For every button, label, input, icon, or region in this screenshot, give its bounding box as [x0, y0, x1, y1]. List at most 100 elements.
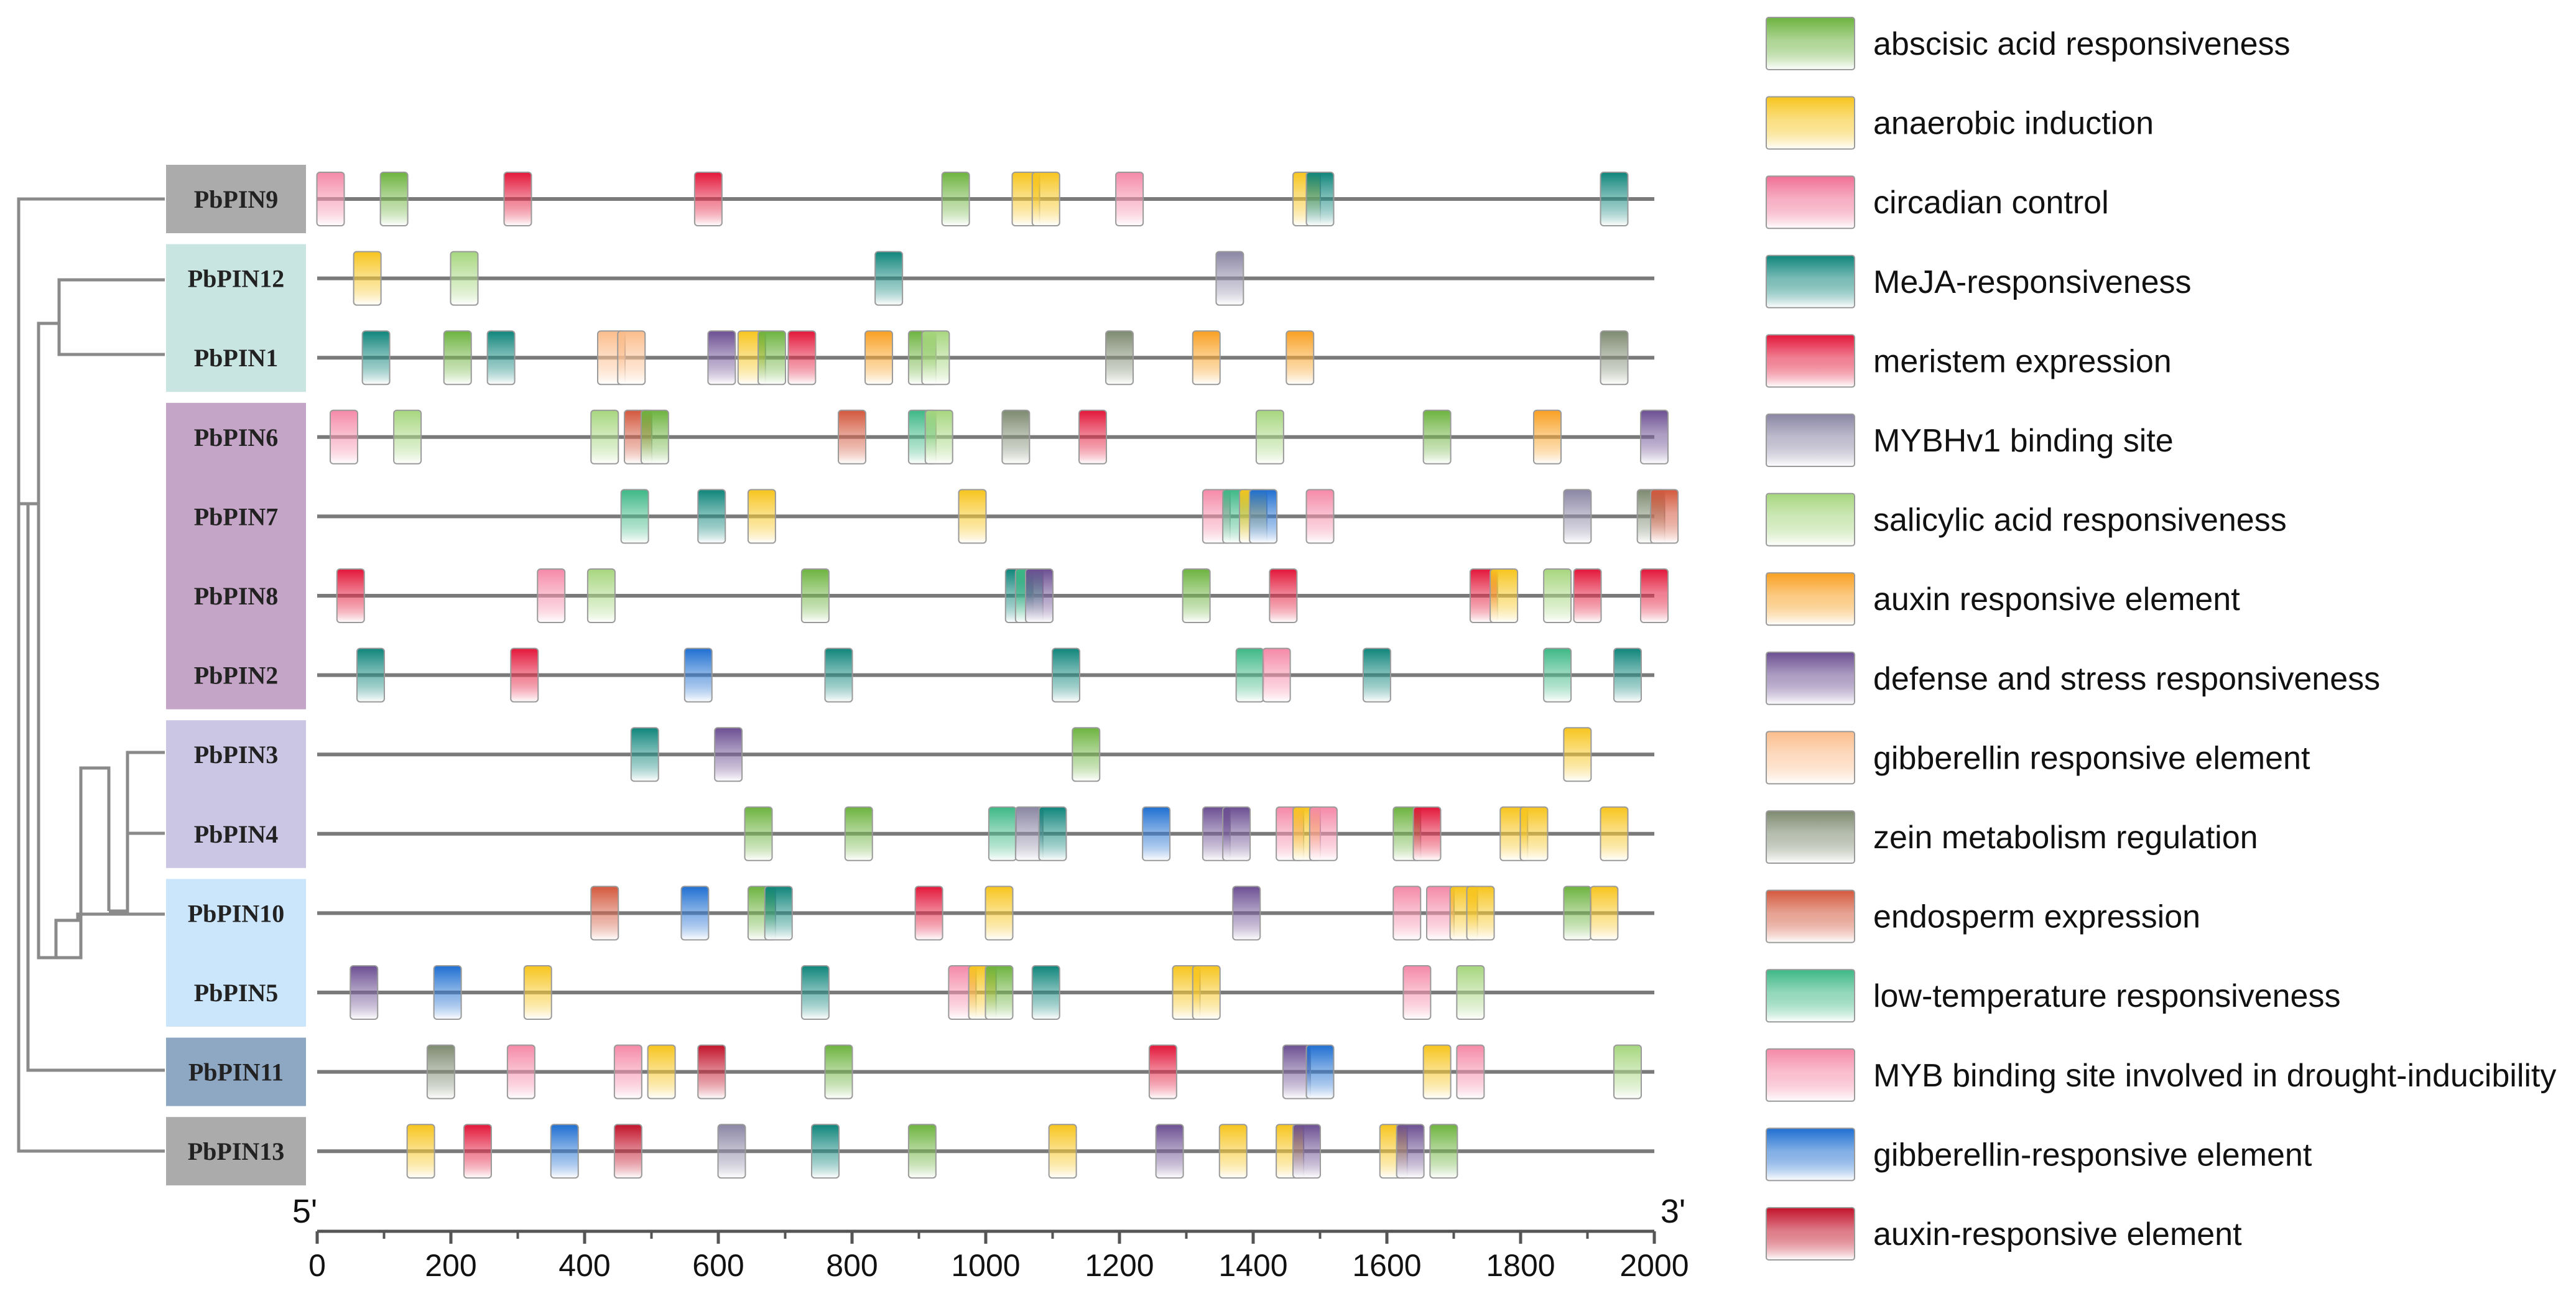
- element-meristem: [787, 330, 817, 386]
- gene-row-pbpin8: PbPIN8: [194, 568, 1669, 623]
- gene-label-pbpin4: PbPIN4: [194, 820, 279, 848]
- legend-item-lowtemp: low-temperature responsiveness: [1766, 969, 2340, 1023]
- element-auxin: [864, 330, 893, 386]
- element-meristem: [1412, 806, 1442, 861]
- clade-box-pbpin12-pbpin1: [166, 244, 306, 392]
- gene-label-pbpin1: PbPIN1: [194, 344, 279, 372]
- gene-row-pbpin9: PbPIN9: [194, 172, 1654, 226]
- element-gib2: [683, 647, 713, 703]
- element-myb: [1305, 489, 1335, 544]
- element-salicylic: [393, 409, 422, 465]
- element-abscisic: [941, 172, 970, 226]
- legend-item-gib2: gibberellin-responsive element: [1766, 1127, 2312, 1182]
- element-myb: [1115, 172, 1144, 226]
- element-myb: [1262, 647, 1291, 703]
- element-salicylic: [921, 330, 950, 386]
- position-axis: 0 200 400 600 800 1000 1200 1400 1600 1800 2000 5' 3…: [292, 1193, 1689, 1283]
- element-auxin: [1286, 330, 1315, 386]
- element-anaerobic: [1590, 886, 1619, 941]
- gene-row-pbpin13: PbPIN13: [188, 1124, 1654, 1179]
- legend-swatch: [1766, 175, 1855, 229]
- element-meristem: [510, 647, 539, 703]
- element-lowtemp: [988, 806, 1017, 861]
- element-anaerobic: [1466, 886, 1495, 941]
- tick-label: 600: [692, 1248, 744, 1283]
- element-defense: [1640, 409, 1669, 465]
- element-anaerobic: [747, 489, 776, 544]
- legend-swatch: [1766, 493, 1855, 547]
- legend-item-auxin: auxin responsive element: [1766, 572, 2240, 626]
- tick-label: 2000: [1619, 1248, 1689, 1283]
- gene-label-boxes: [166, 165, 306, 1186]
- element-abscisic: [443, 330, 472, 386]
- element-myb: [330, 409, 358, 465]
- element-salicylic: [590, 409, 619, 465]
- five-prime-label: 5': [292, 1193, 317, 1230]
- element-salicylic: [1255, 409, 1284, 465]
- gene-rows: PbPIN9 PbPIN12 PbPIN1 PbPIN6 PbPIN7 PbPIN8 PbP…: [188, 172, 1679, 1179]
- legend-swatch: [1766, 889, 1855, 943]
- legend-item-gibberellin: gibberellin responsive element: [1766, 731, 2310, 785]
- legend-label: MYBHv1 binding site: [1873, 423, 2174, 459]
- gene-row-pbpin1: PbPIN1: [194, 330, 1654, 386]
- element-abscisic: [844, 806, 873, 861]
- element-abscisic: [1422, 409, 1452, 465]
- element-myb: [1456, 1044, 1485, 1099]
- legend-item-endosperm: endosperm expression: [1766, 889, 2200, 943]
- gene-label-pbpin5: PbPIN5: [194, 979, 279, 1007]
- element-auxin2: [697, 1044, 726, 1099]
- legend-item-myb: MYB binding site involved in drought-ind…: [1766, 1048, 2556, 1102]
- element-anaerobic: [523, 965, 552, 1020]
- legend-swatch: [1766, 731, 1855, 785]
- element-myb: [506, 1044, 535, 1099]
- tick-label: 1600: [1352, 1248, 1421, 1283]
- legend-label: gibberellin-responsive element: [1873, 1137, 2312, 1173]
- element-anaerobic: [406, 1124, 435, 1179]
- element-abscisic: [1182, 568, 1211, 623]
- legend-label: zein metabolism regulation: [1873, 820, 2258, 856]
- legend-item-defense: defense and stress responsiveness: [1766, 651, 2380, 705]
- tick-label: 400: [558, 1248, 610, 1283]
- legend-swatch: [1766, 414, 1855, 467]
- element-defense: [1025, 568, 1054, 623]
- element-salicylic: [1613, 1044, 1642, 1099]
- legend-label: auxin-responsive element: [1873, 1216, 2242, 1252]
- element-abscisic: [907, 1124, 937, 1179]
- gene-row-pbpin6: PbPIN6: [194, 409, 1669, 465]
- element-meristem: [1078, 409, 1107, 465]
- legend-swatch: [1766, 651, 1855, 705]
- element-meristem: [1269, 568, 1298, 623]
- legend-label: defense and stress responsiveness: [1873, 661, 2380, 697]
- legend-swatch: [1766, 96, 1855, 150]
- element-salicylic: [1456, 965, 1485, 1020]
- gene-row-pbpin10: PbPIN10: [188, 886, 1654, 941]
- element-meja: [1052, 647, 1080, 703]
- tick-label: 1000: [951, 1248, 1020, 1283]
- legend-item-circadian: circadian control: [1766, 175, 2109, 229]
- element-meja: [630, 727, 659, 782]
- element-endosperm: [590, 886, 619, 941]
- element-lowtemp: [620, 489, 649, 544]
- element-anaerobic: [1422, 1044, 1452, 1099]
- legend-label: MYB binding site involved in drought-ind…: [1873, 1058, 2556, 1094]
- element-meja: [1600, 172, 1629, 226]
- element-meja: [697, 489, 726, 544]
- element-meristem: [1148, 1044, 1177, 1099]
- tick-label: 0: [308, 1248, 326, 1283]
- gene-row-pbpin3: PbPIN3: [194, 727, 1654, 782]
- element-gib2: [680, 886, 710, 941]
- element-auxin: [1192, 330, 1221, 386]
- element-gib2: [1142, 806, 1171, 861]
- legend-swatch: [1766, 254, 1855, 308]
- gene-row-pbpin7: PbPIN7: [194, 489, 1679, 544]
- element-defense: [1232, 886, 1261, 941]
- element-endosperm: [1650, 489, 1679, 544]
- element-meristem: [1640, 568, 1669, 623]
- element-meristem: [463, 1124, 492, 1179]
- legend-label: anaerobic induction: [1873, 106, 2154, 142]
- legend-label: endosperm expression: [1873, 899, 2200, 935]
- element-meja: [824, 647, 853, 703]
- legend-item-salicylic: salicylic acid responsiveness: [1766, 493, 2287, 547]
- legend-label: abscisic acid responsiveness: [1873, 26, 2291, 62]
